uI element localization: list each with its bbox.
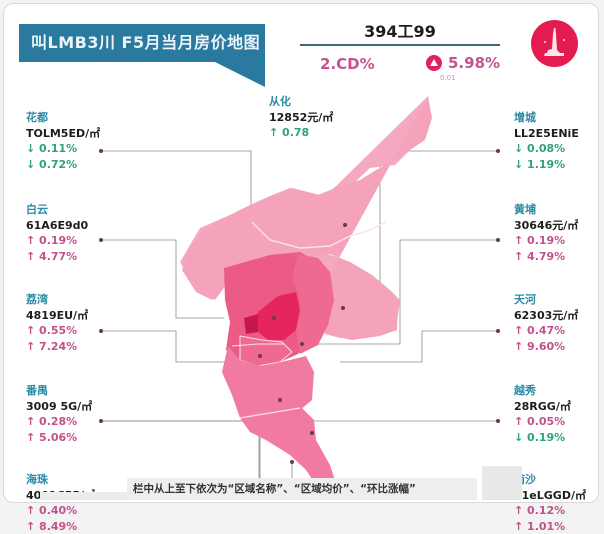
district-name: 天河 <box>514 292 604 308</box>
district-yoy: ↑ 1.01% <box>514 519 604 534</box>
district-name: 黄埔 <box>514 202 604 218</box>
district-mom: ↑ 0.40% <box>26 503 116 519</box>
district-price: LL2E5ENiE <box>514 126 604 142</box>
district-huadu: 花都 TOLM5ED/㎡ ↓ 0.11% ↓ 0.72% <box>26 110 116 172</box>
district-price: 4819EU/㎡ <box>26 308 116 324</box>
district-price: 21eLGGD/㎡ <box>514 488 604 504</box>
district-price: 62303元/㎡ <box>514 308 604 324</box>
district-conghua: 从化 12852元/㎡ ↑ 0.78 <box>269 94 359 141</box>
district-name: 海珠 <box>26 472 116 488</box>
district-baiyun: 白云 61A6E9d0 ↑ 0.19% ↑ 4.77% <box>26 202 116 264</box>
district-mom: ↑ 0.55% <box>26 323 116 339</box>
district-zengcheng: 增城 LL2E5ENiE ↓ 0.08% ↓ 1.19% <box>514 110 604 172</box>
district-liwan: 荔湾 4819EU/㎡ ↑ 0.55% ↑ 7.24% <box>26 292 116 354</box>
district-yoy: ↓ 1.19% <box>514 157 604 173</box>
district-name: 南沙 <box>514 472 604 488</box>
district-yoy: ↑ 9.60% <box>514 339 604 355</box>
district-yoy: ↓ 0.19% <box>514 430 604 446</box>
district-price: 3009 5G/㎡ <box>26 399 116 415</box>
district-mom: ↑ 0.19% <box>26 233 116 249</box>
district-mom: ↑ 0.12% <box>514 503 604 519</box>
district-haizhu: 海珠 4001C55/㎡ ↑ 0.40% ↑ 8.49% <box>26 472 116 534</box>
district-yuexiu: 越秀 28RGG/㎡ ↑ 0.05% ↓ 0.19% <box>514 383 604 445</box>
district-price: 61A6E9d0 <box>26 218 116 234</box>
district-yoy: ↑ 4.77% <box>26 249 116 265</box>
district-name: 番禺 <box>26 383 116 399</box>
district-name: 花都 <box>26 110 116 126</box>
district-name: 白云 <box>26 202 116 218</box>
district-price: 12852元/㎡ <box>269 110 359 126</box>
blurred-area <box>40 492 130 500</box>
district-yoy: ↑ 8.49% <box>26 519 116 534</box>
district-mom: ↑ 0.05% <box>514 414 604 430</box>
district-name: 增城 <box>514 110 604 126</box>
district-mom: ↑ 0.19% <box>514 233 604 249</box>
district-nansha: 南沙 21eLGGD/㎡ ↑ 0.12% ↑ 1.01% <box>514 472 604 534</box>
district-yoy: ↓ 0.72% <box>26 157 116 173</box>
district-mom: ↓ 0.11% <box>26 141 116 157</box>
district-mom: ↑ 0.47% <box>514 323 604 339</box>
district-mom: ↑ 0.78 <box>269 125 359 141</box>
district-yoy: ↑ 7.24% <box>26 339 116 355</box>
district-price: 28RGG/㎡ <box>514 399 604 415</box>
district-name: 荔湾 <box>26 292 116 308</box>
footer-legend-note: 栏中从上至下依次为“区域名称”、“区域均价”、“环比涨幅” <box>127 478 477 500</box>
district-name: 从化 <box>269 94 359 110</box>
district-mom: ↑ 0.28% <box>26 414 116 430</box>
district-name: 越秀 <box>514 383 604 399</box>
district-panyu: 番禺 3009 5G/㎡ ↑ 0.28% ↑ 5.06% <box>26 383 116 445</box>
district-yoy: ↑ 4.79% <box>514 249 604 265</box>
district-yoy: ↑ 5.06% <box>26 430 116 446</box>
district-tianhe: 天河 62303元/㎡ ↑ 0.47% ↑ 9.60% <box>514 292 604 354</box>
district-mom: ↓ 0.08% <box>514 141 604 157</box>
district-price: 30646元/㎡ <box>514 218 604 234</box>
district-huangpu: 黄埔 30646元/㎡ ↑ 0.19% ↑ 4.79% <box>514 202 604 264</box>
blurred-area <box>482 466 522 500</box>
district-price: TOLM5ED/㎡ <box>26 126 116 142</box>
